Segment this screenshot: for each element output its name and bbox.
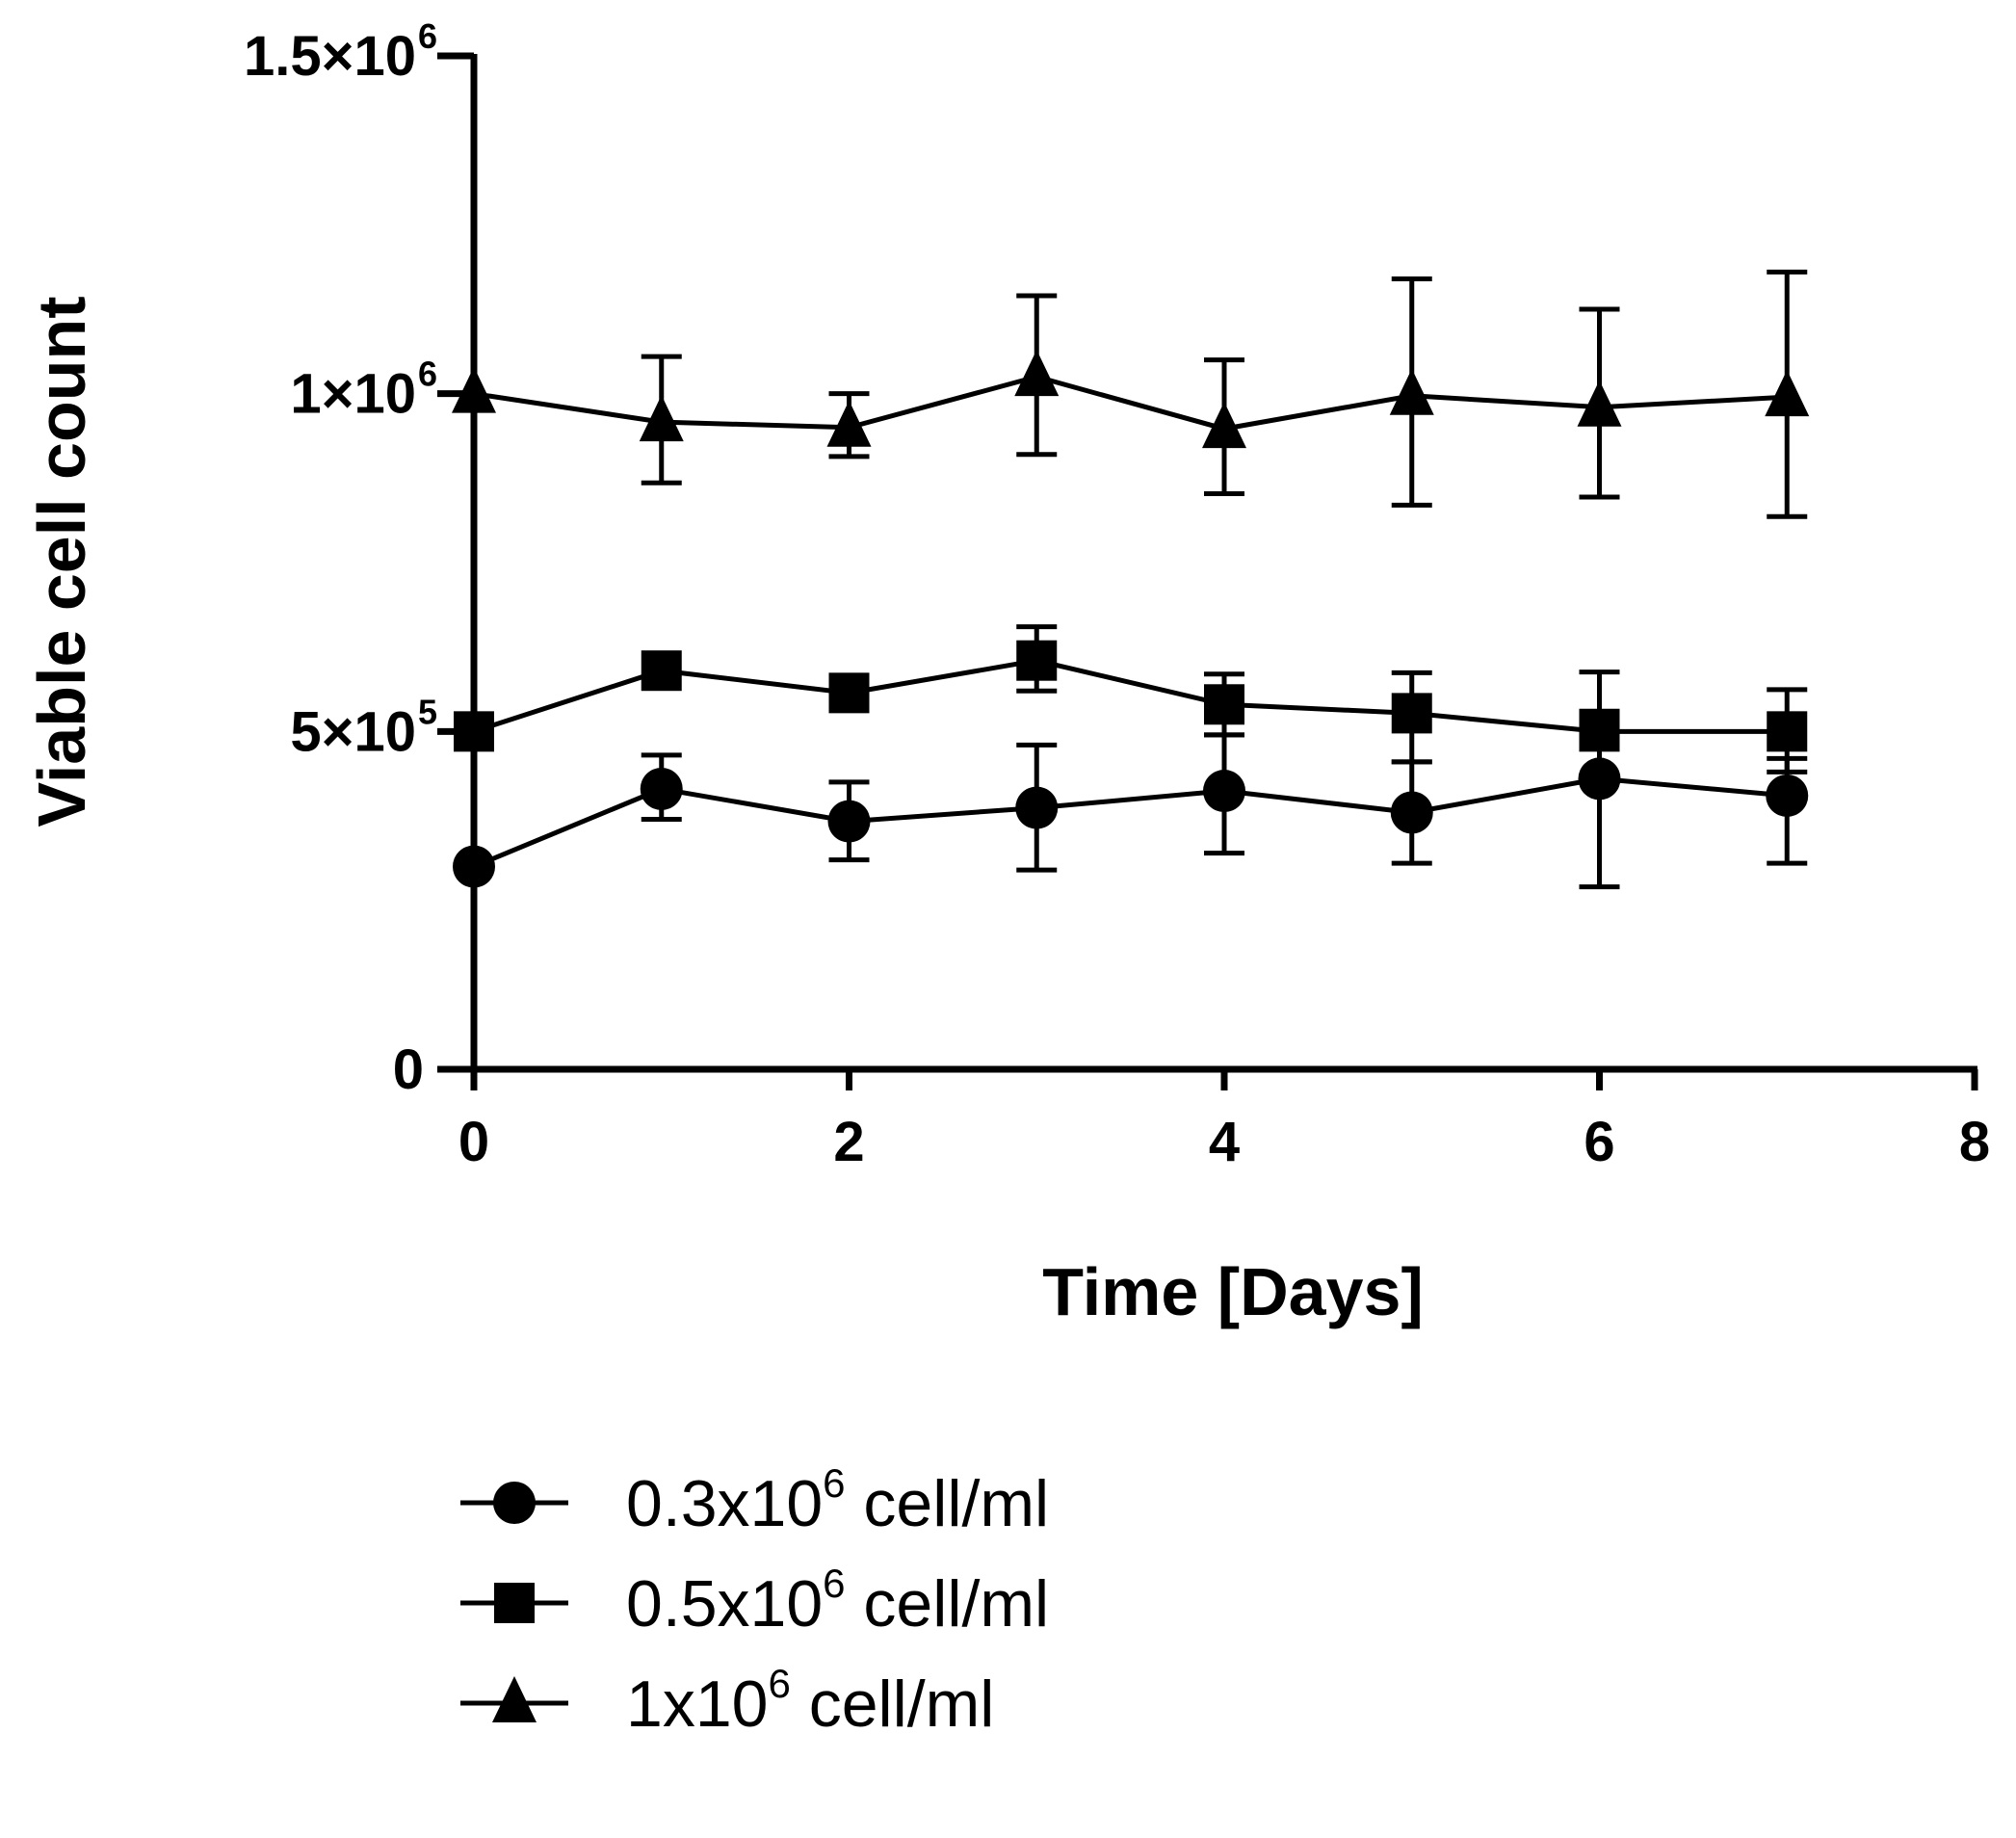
- x-tick-label-6: 6: [1584, 1111, 1614, 1173]
- series-square: [454, 624, 1808, 775]
- data-point: [1391, 693, 1432, 734]
- legend-label: 0.3x106 cell/ml: [626, 1460, 1049, 1540]
- legend-item-triangle: 1x106 cell/ml: [460, 1661, 994, 1741]
- data-point: [1389, 368, 1434, 415]
- data-point: [828, 672, 870, 714]
- series-line: [473, 775, 1788, 869]
- y-tick-label-base: 5×10: [290, 700, 416, 763]
- data-point: [640, 767, 683, 810]
- data-point: [1766, 774, 1809, 817]
- y-tick-label-0: 0: [393, 1038, 424, 1101]
- legend-marker: [492, 1676, 537, 1722]
- data-point: [1390, 791, 1433, 834]
- data-point: [826, 400, 872, 447]
- series-circle: [453, 708, 1809, 890]
- data-point: [1578, 757, 1621, 801]
- y-tick-label-exponent: 5: [418, 692, 437, 731]
- data-point: [1015, 786, 1059, 829]
- y-tick-label-1: 5×10 5: [290, 692, 437, 763]
- data-point: [1765, 370, 1810, 417]
- y-tick-label-2: 1×10 6: [290, 354, 437, 426]
- y-tick-label-exponent: 6: [418, 16, 437, 56]
- series-line: [473, 374, 1788, 432]
- axes: 0 2 4 6 805×10 51×10 61.5×10 6: [244, 16, 1990, 1173]
- data-point: [1577, 380, 1622, 427]
- data-point: [1767, 711, 1808, 752]
- legend-marker: [493, 1482, 536, 1524]
- plot-area: [452, 269, 1810, 890]
- y-tick-label-base: 0: [393, 1038, 424, 1101]
- data-point: [1204, 684, 1244, 725]
- data-point: [1579, 711, 1620, 752]
- y-tick-label-base: 1×10: [290, 363, 416, 426]
- legend-item-circle: 0.3x106 cell/ml: [460, 1460, 1049, 1540]
- y-tick-label-3: 1.5×10 6: [244, 16, 437, 88]
- y-axis-title: Viable cell count: [24, 296, 99, 827]
- legend: 0.3x106 cell/ml 0.5x106 cell/ml 1x106 cell…: [460, 1460, 1049, 1741]
- legend-item-square: 0.5x106 cell/ml: [460, 1561, 1049, 1641]
- series-triangle: [452, 269, 1810, 519]
- legend-label: 1x106 cell/ml: [626, 1661, 994, 1741]
- data-point: [639, 395, 684, 442]
- data-point: [641, 650, 682, 692]
- x-tick-label-8: 8: [1959, 1111, 1990, 1173]
- x-tick-label-0: 0: [458, 1111, 489, 1173]
- data-point: [1014, 350, 1060, 397]
- data-point: [827, 800, 871, 843]
- legend-marker: [494, 1583, 535, 1623]
- data-point: [1202, 402, 1246, 449]
- y-tick-label-base: 1.5×10: [244, 25, 416, 88]
- data-point: [1016, 640, 1058, 681]
- y-tick-label-exponent: 6: [418, 354, 437, 394]
- legend-label: 0.5x106 cell/ml: [626, 1561, 1049, 1641]
- data-point: [1203, 770, 1245, 813]
- x-axis-title: Time [Days]: [1042, 1254, 1424, 1329]
- series-line: [473, 658, 1788, 734]
- x-tick-label-2: 2: [833, 1111, 864, 1173]
- x-tick-label-4: 4: [1209, 1111, 1240, 1173]
